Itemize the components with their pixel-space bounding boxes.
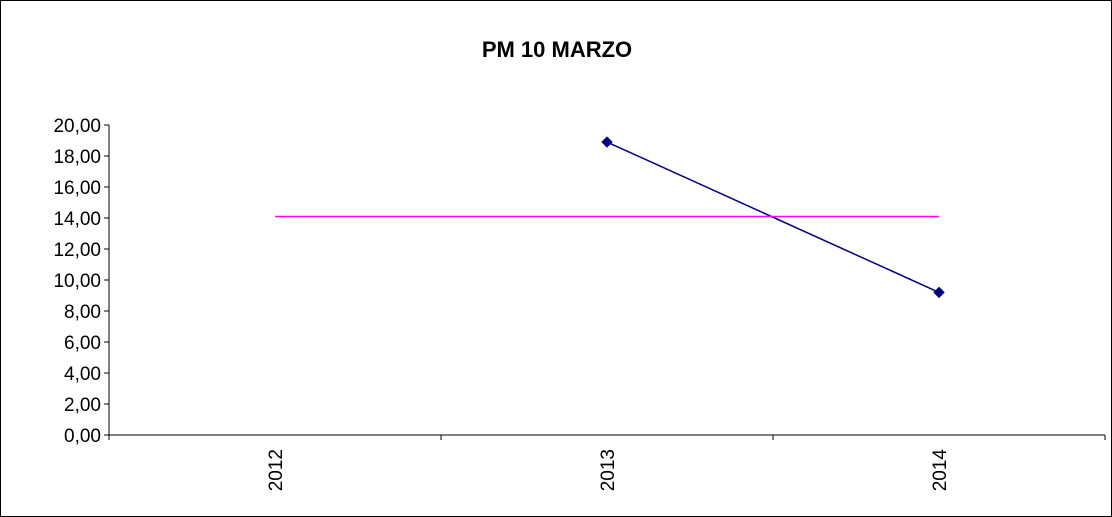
series-0-point xyxy=(601,136,613,148)
series-0-point xyxy=(933,286,945,299)
y-tick-label: 16,00 xyxy=(53,178,101,199)
x-tick-label: 2013 xyxy=(598,449,619,491)
x-tick-label: 2012 xyxy=(266,449,287,491)
y-tick-label: 18,00 xyxy=(53,147,101,168)
y-tick-label: 10,00 xyxy=(53,271,101,292)
y-tick-label: 4,00 xyxy=(64,364,101,385)
x-tick-label: 2014 xyxy=(930,449,951,492)
y-tick-label: 6,00 xyxy=(64,333,101,354)
y-tick-label: 0,00 xyxy=(64,426,101,447)
chart-axes: 0,00 2,00 4,00 6,00 8,00 10,00 12,00 14,00 16,00… xyxy=(53,116,1106,492)
series-0-line xyxy=(606,141,940,294)
y-tick-label: 8,00 xyxy=(64,302,101,323)
y-tick-label: 14,00 xyxy=(53,209,101,230)
y-tick-label: 2,00 xyxy=(64,395,101,416)
chart-series xyxy=(275,136,945,299)
y-tick-label: 12,00 xyxy=(53,240,101,261)
y-tick-label: 20,00 xyxy=(53,116,101,137)
chart-title: PM 10 MARZO xyxy=(482,37,632,62)
